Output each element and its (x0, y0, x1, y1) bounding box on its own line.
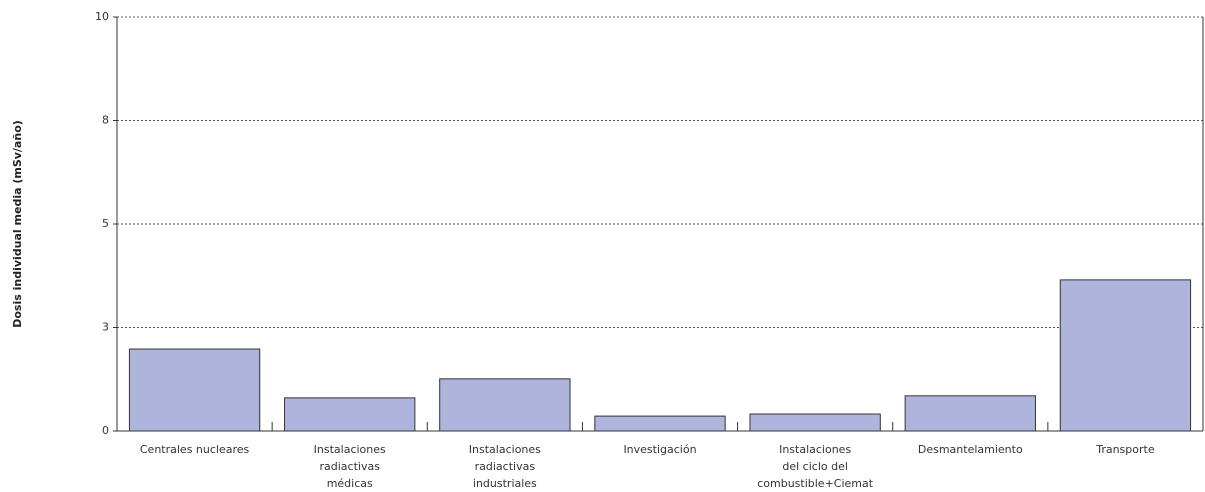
bar (749, 413, 881, 432)
bar (284, 397, 416, 432)
x-tick-label: del ciclo del (782, 460, 848, 473)
x-tick-label: radiactivas (475, 460, 536, 473)
y-tick-label: 3 (102, 321, 109, 334)
x-tick-label: Instalaciones (314, 443, 386, 456)
bar (594, 415, 726, 432)
bar (439, 378, 571, 432)
x-tick-label: Investigación (623, 443, 696, 456)
y-tick-label: 5 (102, 217, 109, 230)
x-tick-label: Instalaciones (779, 443, 851, 456)
x-tick-label: Instalaciones (469, 443, 541, 456)
bar (904, 395, 1036, 432)
x-tick-label: Transporte (1095, 443, 1155, 456)
x-tick-label: industriales (473, 477, 537, 490)
y-tick-label: 8 (102, 114, 109, 127)
x-tick-label: combustible+Ciemat (757, 477, 874, 490)
x-tick-label: Desmantelamiento (918, 443, 1023, 456)
x-tick-label: médicas (327, 477, 373, 490)
x-tick-label: radiactivas (319, 460, 380, 473)
bar (128, 348, 261, 432)
y-tick-label: 10 (95, 10, 109, 23)
x-tick-label: Centrales nucleares (140, 443, 250, 456)
y-tick-label: 0 (102, 424, 109, 437)
y-axis-label: Dosis individual media (mSv/año) (11, 120, 24, 328)
bar (1059, 279, 1192, 432)
